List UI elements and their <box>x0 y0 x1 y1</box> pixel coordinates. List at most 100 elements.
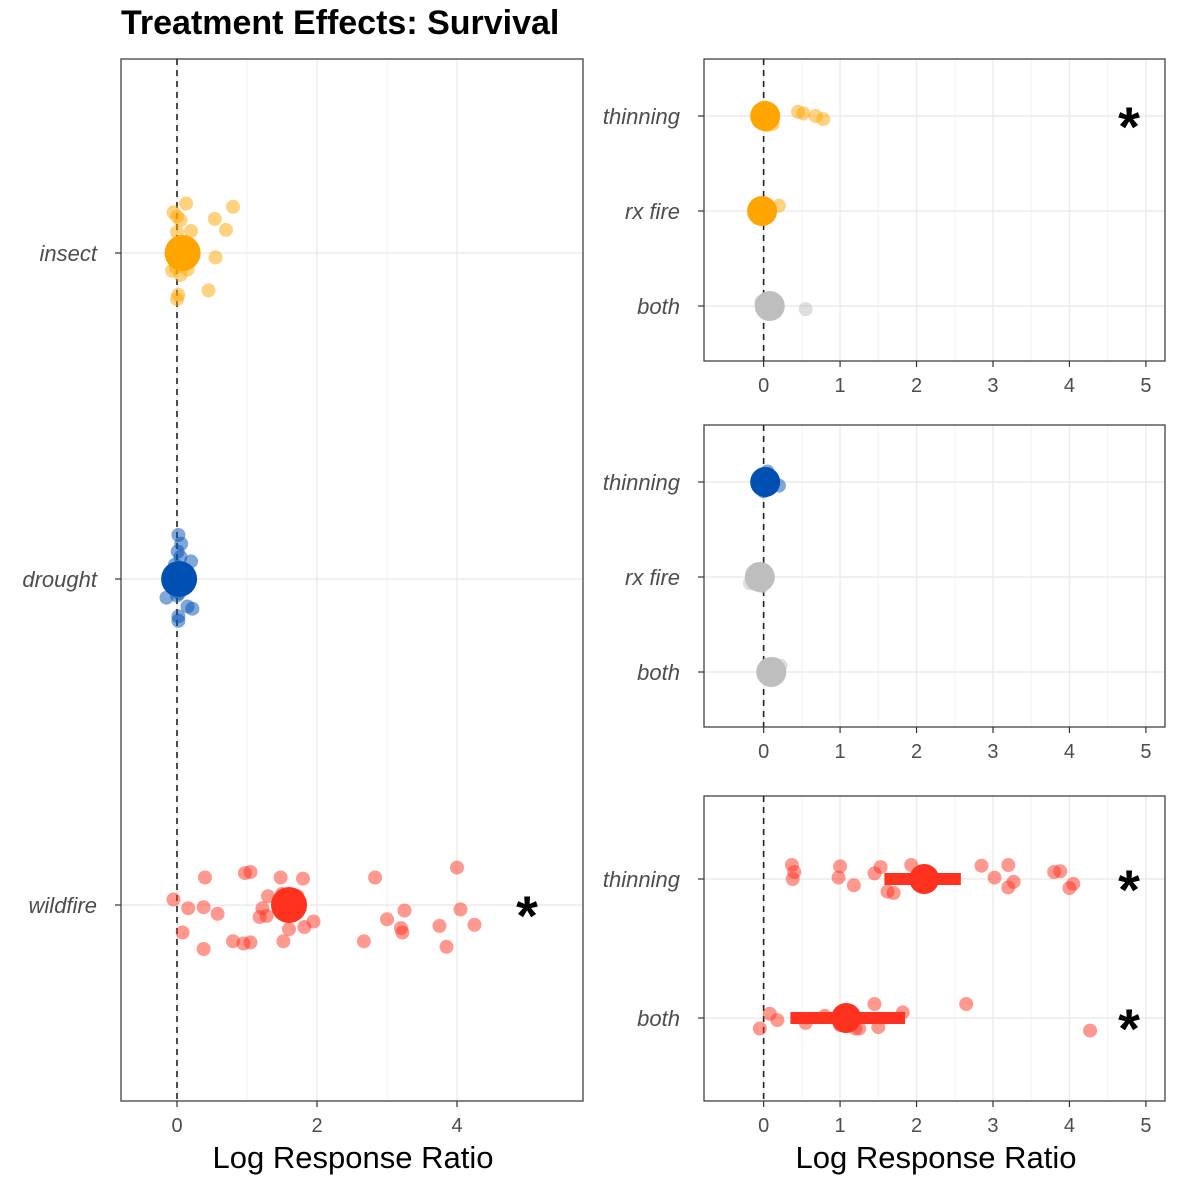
data-point-wildfire <box>395 925 410 940</box>
data-point-thinning <box>816 112 831 127</box>
data-point-wildfire <box>196 942 211 956</box>
data-point-both <box>959 997 974 1011</box>
x-axis-label-right: Log Response Ratio <box>795 1140 1077 1175</box>
data-point-wildfire <box>237 866 252 881</box>
data-point-wildfire <box>210 906 225 921</box>
data-point-insect <box>207 211 222 226</box>
mean-point-thinning <box>750 467 781 497</box>
data-point-wildfire <box>261 889 275 904</box>
y-category-label: wildfire <box>29 893 97 918</box>
mean-point-insect <box>164 235 201 271</box>
data-point-thinning <box>1001 858 1016 872</box>
mean-point-both <box>756 657 787 687</box>
y-category-label: thinning <box>603 867 681 892</box>
data-point-wildfire <box>252 910 267 925</box>
data-point-insect <box>184 224 198 238</box>
data-point-thinning <box>796 106 811 121</box>
x-tick-label: 3 <box>987 741 998 763</box>
data-point-insect <box>171 287 186 302</box>
data-point-wildfire <box>397 903 412 918</box>
y-category-label: both <box>637 1006 680 1031</box>
mean-point-thinning <box>750 101 781 131</box>
data-point-wildfire <box>226 934 240 949</box>
x-tick-label: 2 <box>911 375 922 397</box>
data-point-thinning <box>833 859 848 874</box>
data-point-wildfire <box>450 860 464 875</box>
x-tick-label: 2 <box>911 1115 922 1137</box>
y-category-label: rx fire <box>625 199 680 224</box>
data-point-wildfire <box>181 901 196 916</box>
data-point-wildfire <box>166 892 181 907</box>
panel-bottom-right: * * 0 1 2 3 4 5 thinning both <box>603 795 1166 1137</box>
data-point-thinning <box>987 870 1002 885</box>
x-tick-label: 5 <box>1140 375 1151 397</box>
significance-asterisk: * <box>1118 997 1140 1060</box>
data-point-thinning <box>831 870 846 885</box>
data-point-insect <box>226 199 240 214</box>
data-point-insect <box>219 222 233 237</box>
data-point-wildfire <box>282 922 296 937</box>
panel-left: * 0 2 4 insect drought wildfire <box>22 58 584 1137</box>
y-category-label: thinning <box>603 104 681 129</box>
y-category-label: insect <box>40 241 98 266</box>
panel-top-right: * 0 1 2 3 4 5 thinning rx fire both <box>603 58 1166 397</box>
data-point-wildfire <box>296 871 310 886</box>
data-point-both <box>798 302 813 317</box>
significance-asterisk: * <box>1118 858 1140 921</box>
panel-border <box>703 424 1166 728</box>
mean-point-rx-fire <box>747 196 778 226</box>
data-point-wildfire <box>439 939 454 954</box>
data-point-insect <box>179 196 194 211</box>
x-tick-label: 0 <box>758 741 769 763</box>
data-point-wildfire <box>175 925 190 940</box>
significance-asterisk: * <box>1118 95 1140 158</box>
x-tick-label: 4 <box>451 1115 462 1137</box>
panel-border <box>703 795 1166 1102</box>
data-point-wildfire <box>196 900 211 915</box>
data-point-drought <box>171 613 186 628</box>
x-tick-label: 5 <box>1140 1115 1151 1137</box>
x-tick-label: 1 <box>835 741 846 763</box>
panel-border <box>703 58 1166 362</box>
data-point-thinning <box>1001 880 1016 895</box>
data-point-both <box>867 997 882 1011</box>
mean-point-both <box>754 291 785 321</box>
mean-point-wildfire <box>271 887 307 923</box>
y-category-label: both <box>637 294 680 319</box>
x-tick-label: 0 <box>171 1115 182 1137</box>
mean-point-drought <box>161 561 198 597</box>
data-point-drought <box>185 601 200 616</box>
data-point-wildfire <box>198 870 212 885</box>
data-point-thinning <box>846 878 861 893</box>
data-point-thinning <box>867 866 882 881</box>
data-point-insect <box>208 250 223 265</box>
data-point-wildfire <box>243 935 258 950</box>
data-point-thinning <box>785 872 800 886</box>
chart-title: Treatment Effects: Survival <box>121 4 560 42</box>
significance-asterisk: * <box>516 884 538 947</box>
data-point-thinning <box>1062 881 1077 896</box>
x-tick-label: 3 <box>987 1115 998 1137</box>
mean-point-rx-fire <box>744 562 775 592</box>
data-point-both <box>770 1013 785 1028</box>
y-category-label: both <box>637 660 680 685</box>
y-category-label: rx fire <box>625 565 680 590</box>
data-point-wildfire <box>368 870 383 885</box>
x-tick-label: 3 <box>987 375 998 397</box>
x-tick-label: 2 <box>311 1115 322 1137</box>
x-tick-label: 0 <box>758 375 769 397</box>
mean-point-both <box>831 1003 862 1033</box>
x-axis-label-left: Log Response Ratio <box>212 1140 494 1175</box>
data-point-wildfire <box>273 870 288 885</box>
data-point-wildfire <box>297 920 312 934</box>
data-point-insect <box>173 213 188 227</box>
panel-border <box>120 58 584 1102</box>
x-tick-label: 1 <box>835 1115 846 1137</box>
x-tick-label: 1 <box>835 375 846 397</box>
x-tick-label: 5 <box>1140 741 1151 763</box>
data-point-insect <box>201 283 216 298</box>
x-tick-label: 2 <box>911 741 922 763</box>
data-point-wildfire <box>380 912 394 927</box>
mean-point-thinning <box>909 864 940 894</box>
data-point-wildfire <box>453 902 468 917</box>
